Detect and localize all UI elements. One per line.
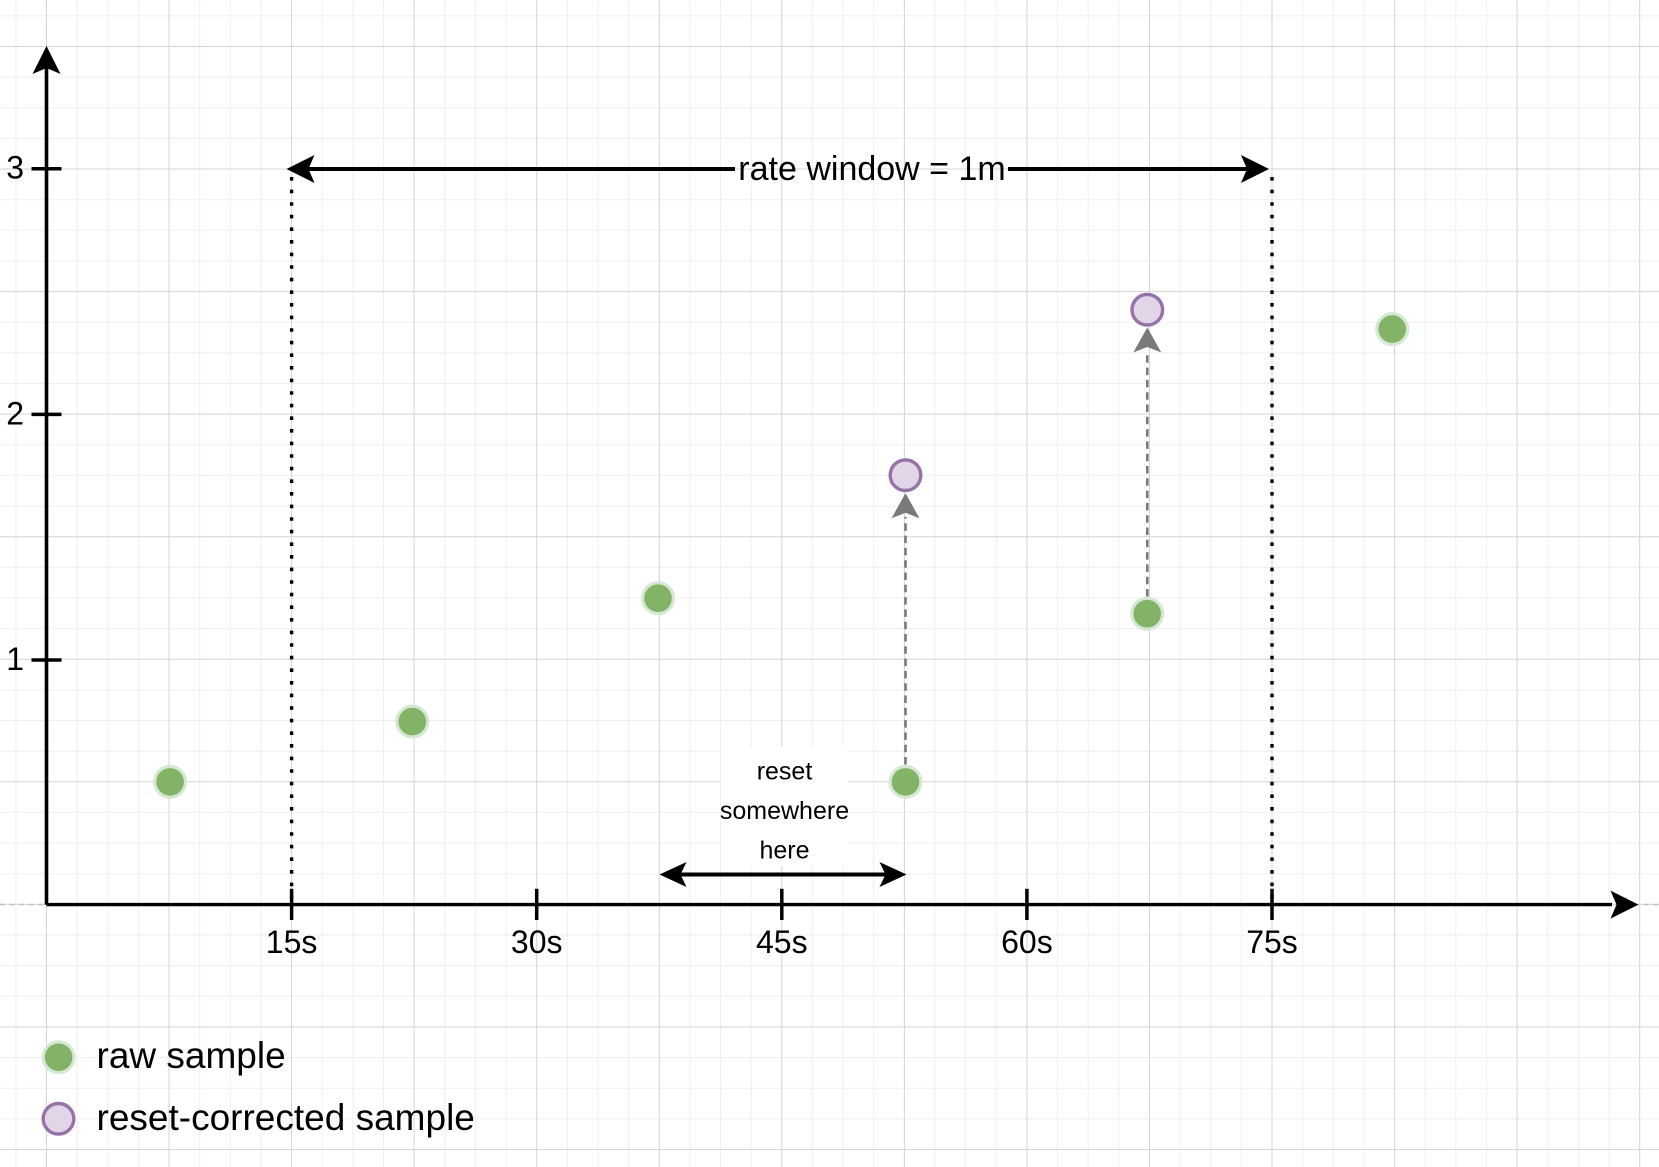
svg-text:rate window = 1m: rate window = 1m: [738, 150, 1005, 188]
svg-text:3: 3: [6, 150, 24, 186]
svg-text:60s: 60s: [1001, 924, 1053, 960]
svg-text:30s: 30s: [511, 924, 563, 960]
svg-text:2: 2: [6, 395, 24, 431]
svg-text:reset: reset: [757, 757, 813, 785]
svg-text:45s: 45s: [756, 924, 808, 960]
svg-text:raw sample: raw sample: [97, 1035, 286, 1076]
svg-text:15s: 15s: [266, 924, 318, 960]
svg-text:75s: 75s: [1246, 924, 1298, 960]
svg-text:1: 1: [6, 641, 24, 677]
svg-text:somewhere: somewhere: [720, 797, 849, 825]
svg-text:reset-corrected sample: reset-corrected sample: [97, 1097, 475, 1138]
svg-text:here: here: [759, 836, 809, 864]
